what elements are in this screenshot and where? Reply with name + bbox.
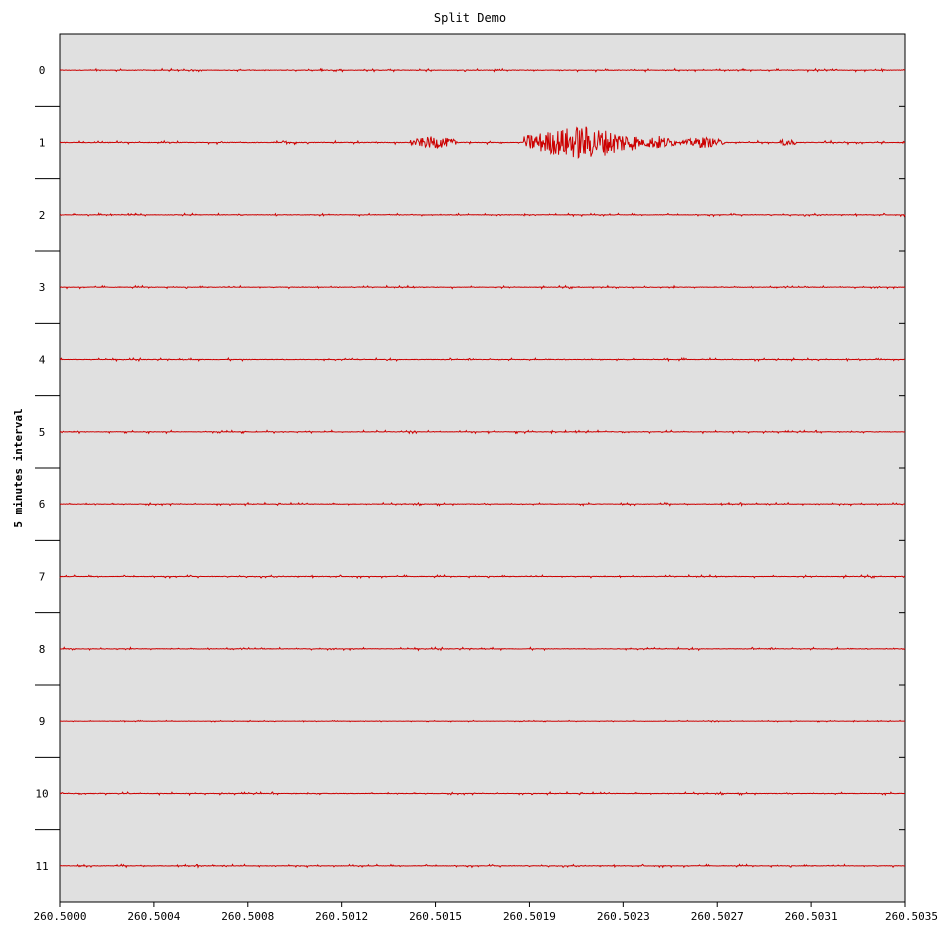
y-axis-ticks: 0 1 2 3 4 5 6 7 8 9 10 11	[35, 64, 905, 873]
chart-title: Split Demo	[434, 11, 506, 25]
y-tick-label-0: 0	[39, 64, 46, 77]
trace-line-1	[59, 126, 906, 159]
trace-line-10	[59, 790, 906, 797]
y-tick-label-11: 11	[35, 860, 48, 873]
x-tick-label-2: 260.5008	[221, 910, 274, 923]
y-tick-label-2: 2	[39, 209, 46, 222]
y-tick-label-6: 6	[39, 498, 46, 511]
trace-line-9	[59, 719, 906, 723]
y-tick-label-3: 3	[39, 281, 46, 294]
plot-area	[59, 33, 906, 903]
trace-line-4	[59, 356, 906, 363]
trace-line-3	[59, 284, 906, 290]
x-tick-label-6: 260.5023	[597, 910, 650, 923]
trace-line-6	[59, 501, 906, 508]
trace-line-2	[59, 212, 906, 218]
x-tick-label-1: 260.5004	[127, 910, 180, 923]
y-tick-label-4: 4	[39, 354, 46, 367]
x-tick-label-9: 260.5035	[885, 910, 938, 923]
x-tick-label-7: 260.5027	[691, 910, 744, 923]
y-axis-label: 5 minutes interval	[12, 408, 25, 527]
x-tick-label-3: 260.5012	[315, 910, 368, 923]
y-tick-label-8: 8	[39, 643, 46, 656]
trace-line-8	[59, 646, 906, 652]
trace-line-0	[59, 67, 906, 73]
trace-line-7	[59, 573, 906, 580]
trace-line-5	[59, 429, 906, 435]
y-tick-label-1: 1	[39, 137, 46, 150]
x-axis-ticks: 260.5000 260.5004 260.5008 260.5012 260.5015…	[34, 902, 938, 923]
x-tick-label-0: 260.5000	[34, 910, 87, 923]
trace-line-11	[60, 863, 906, 869]
x-tick-label-8: 260.5031	[785, 910, 838, 923]
y-tick-label-10: 10	[35, 788, 48, 801]
y-tick-label-5: 5	[39, 426, 46, 439]
x-tick-label-5: 260.5019	[503, 910, 556, 923]
x-tick-label-4: 260.5015	[409, 910, 462, 923]
y-tick-label-7: 7	[39, 571, 46, 584]
y-tick-label-9: 9	[39, 715, 46, 728]
trace-group	[59, 67, 906, 869]
